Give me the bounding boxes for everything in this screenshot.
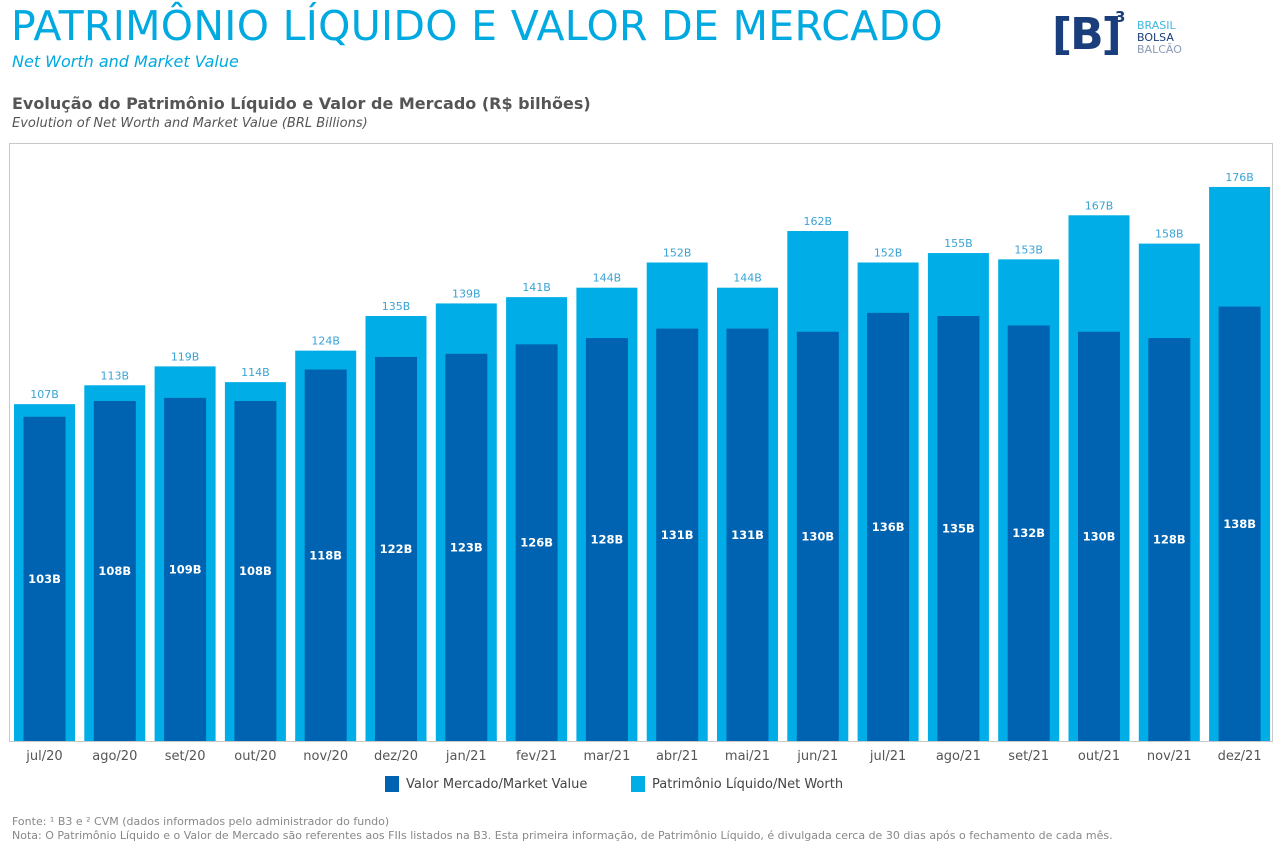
label-net-worth: 152B — [874, 247, 903, 260]
x-tick-label: ago/21 — [936, 749, 981, 764]
x-tick-label: jul/20 — [25, 749, 62, 764]
bar-market-value-abr-21 — [656, 328, 699, 741]
x-tick-label: fev/21 — [516, 749, 557, 764]
x-axis-line — [9, 741, 1273, 742]
label-market-value: 123B — [450, 540, 483, 554]
bar-market-value-jan-21 — [445, 353, 488, 741]
label-market-value: 126B — [520, 536, 553, 550]
chart-title: Evolução do Patrimônio Líquido e Valor d… — [12, 94, 591, 113]
bar-market-value-out-20 — [234, 401, 277, 741]
x-tick-label: set/20 — [165, 749, 206, 764]
bar-market-value-ago-21 — [937, 316, 980, 741]
page-title: PATRIMÔNIO LÍQUIDO E VALOR DE MERCADO — [11, 2, 943, 50]
footnote-source: Fonte: ¹ B3 e ² CVM (dados informados pe… — [12, 815, 390, 828]
label-market-value: 122B — [380, 542, 413, 556]
bar-market-value-set-21 — [1007, 325, 1050, 741]
x-tick-label: nov/21 — [1147, 749, 1192, 764]
label-market-value: 131B — [731, 528, 764, 542]
legend-label-net-worth: Patrimônio Líquido/Net Worth — [652, 776, 844, 792]
x-tick-label: abr/21 — [656, 749, 699, 764]
page-subtitle: Net Worth and Market Value — [12, 52, 239, 71]
label-net-worth: 114B — [241, 366, 270, 379]
label-market-value: 135B — [942, 522, 975, 536]
x-tick-label: jan/21 — [445, 749, 487, 764]
legend-item-market-value: Valor Mercado/Market Value — [385, 776, 587, 792]
bar-market-value-jul-21 — [867, 312, 910, 741]
label-market-value: 130B — [1083, 529, 1116, 543]
bar-market-value-out-21 — [1078, 331, 1120, 741]
logo-mark: [B] — [1052, 9, 1122, 60]
bar-market-value-jun-21 — [796, 331, 839, 741]
footnote-note: Nota: O Patrimônio Líquido e o Valor de … — [12, 829, 1113, 842]
bar-chart: 107B 103B jul/20 113B 108B ago/20 119B 109B set/… — [14, 171, 1271, 764]
x-tick-label: jul/21 — [869, 749, 906, 764]
x-tick-label: mai/21 — [725, 749, 770, 764]
label-market-value: 128B — [1153, 533, 1186, 547]
x-tick-label: mar/21 — [583, 749, 630, 764]
label-net-worth: 155B — [944, 237, 973, 250]
label-market-value: 131B — [661, 528, 694, 542]
chart-frame — [9, 143, 1273, 741]
label-net-worth: 139B — [452, 287, 481, 300]
label-net-worth: 113B — [101, 369, 130, 382]
x-tick-label: jun/21 — [796, 749, 838, 764]
x-tick-label: ago/20 — [92, 749, 137, 764]
label-net-worth: 176B — [1225, 171, 1254, 184]
label-net-worth: 144B — [593, 272, 622, 285]
label-market-value: 103B — [28, 572, 61, 586]
label-net-worth: 135B — [382, 300, 411, 313]
label-market-value: 128B — [591, 533, 624, 547]
x-tick-label: set/21 — [1008, 749, 1049, 764]
label-net-worth: 119B — [171, 350, 200, 363]
label-net-worth: 141B — [522, 281, 551, 294]
label-market-value: 130B — [801, 529, 834, 543]
legend-label-market-value: Valor Mercado/Market Value — [406, 776, 588, 792]
label-market-value: 108B — [98, 564, 131, 578]
bar-market-value-nov-21 — [1148, 338, 1191, 741]
bar-market-value-ago-20 — [93, 401, 136, 741]
label-net-worth: 153B — [1014, 243, 1043, 256]
logo-line-brasil: BRASIL — [1137, 19, 1176, 32]
x-tick-label: dez/21 — [1218, 749, 1262, 764]
label-market-value: 108B — [239, 564, 272, 578]
x-tick-label: dez/20 — [374, 749, 418, 764]
label-net-worth: 162B — [804, 215, 833, 228]
bar-market-value-fev-21 — [515, 344, 558, 741]
logo-text: BRASIL BOLSA BALCÃO — [1137, 20, 1182, 56]
label-net-worth: 152B — [663, 247, 692, 260]
x-tick-label: nov/20 — [303, 749, 348, 764]
bar-market-value-set-20 — [164, 397, 207, 741]
label-net-worth: 144B — [733, 272, 762, 285]
label-market-value: 132B — [1012, 526, 1045, 540]
bar-market-value-mar-21 — [585, 338, 628, 741]
label-net-worth: 158B — [1155, 228, 1184, 241]
logo-line-balcao: BALCÃO — [1137, 43, 1182, 56]
bar-market-value-mai-21 — [726, 328, 769, 741]
logo-line-bolsa: BOLSA — [1137, 31, 1174, 44]
label-net-worth: 167B — [1085, 199, 1114, 212]
chart-subtitle: Evolution of Net Worth and Market Value … — [12, 116, 368, 131]
legend-item-net-worth: Patrimônio Líquido/Net Worth — [631, 776, 843, 792]
bar-market-value-jul-20 — [23, 416, 66, 741]
chart-legend: Valor Mercado/Market Value Patrimônio Lí… — [0, 776, 1281, 796]
logo-superscript: 3 — [1115, 8, 1126, 26]
label-net-worth: 107B — [30, 388, 59, 401]
x-tick-label: out/21 — [1078, 749, 1120, 764]
b3-logo: [B] 3 BRASIL BOLSA BALCÃO — [1052, 8, 1192, 64]
bar-market-value-dez-21 — [1218, 306, 1261, 741]
label-market-value: 118B — [309, 548, 342, 562]
legend-swatch-net-worth — [631, 776, 645, 792]
label-market-value: 109B — [169, 562, 202, 576]
label-market-value: 136B — [872, 520, 905, 534]
legend-swatch-market-value — [385, 776, 399, 792]
x-tick-label: out/20 — [234, 749, 276, 764]
label-net-worth: 124B — [311, 335, 340, 348]
label-market-value: 138B — [1223, 517, 1256, 531]
bar-market-value-dez-20 — [375, 356, 417, 741]
bar-market-value-nov-20 — [304, 369, 347, 741]
